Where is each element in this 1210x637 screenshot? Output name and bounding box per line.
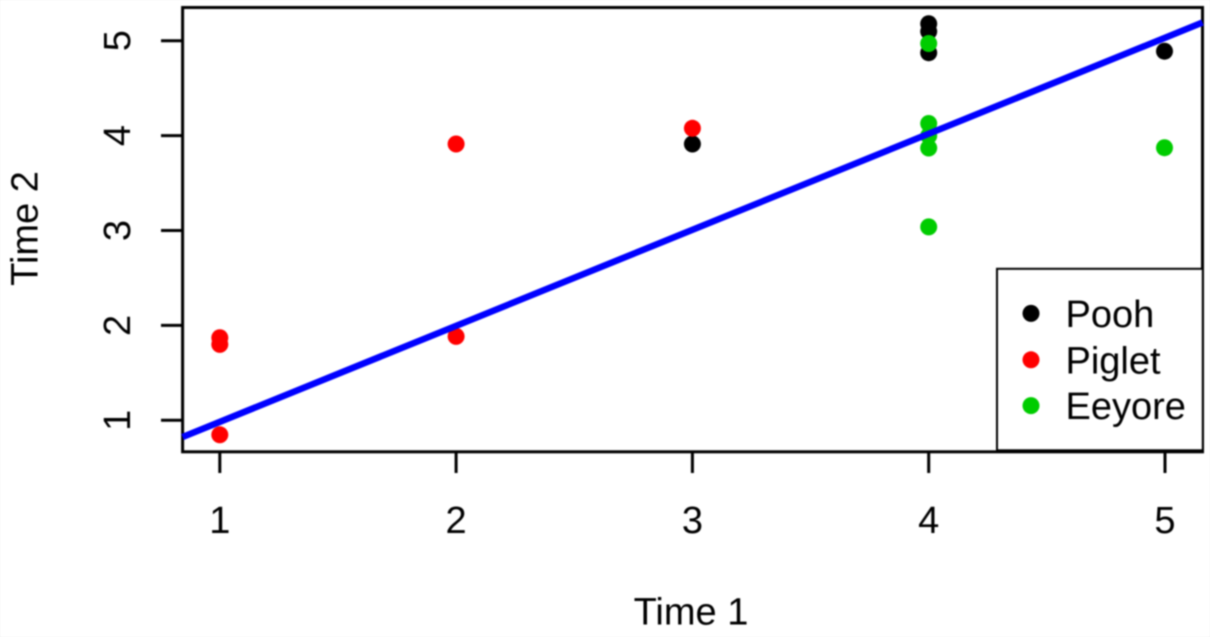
svg-text:2: 2	[446, 500, 467, 542]
svg-text:Piglet: Piglet	[1066, 340, 1161, 382]
svg-text:1: 1	[97, 410, 139, 431]
svg-text:4: 4	[918, 500, 939, 542]
svg-text:Time 2: Time 2	[5, 171, 47, 286]
svg-text:Eeyore: Eeyore	[1066, 386, 1186, 428]
svg-text:Pooh: Pooh	[1066, 294, 1155, 336]
svg-text:2: 2	[97, 315, 139, 336]
svg-text:5: 5	[97, 30, 139, 51]
svg-text:3: 3	[97, 220, 139, 241]
svg-text:4: 4	[97, 125, 139, 146]
svg-text:3: 3	[682, 500, 703, 542]
svg-text:1: 1	[209, 500, 230, 542]
svg-text:Time 1: Time 1	[634, 592, 749, 634]
svg-text:5: 5	[1154, 500, 1175, 542]
